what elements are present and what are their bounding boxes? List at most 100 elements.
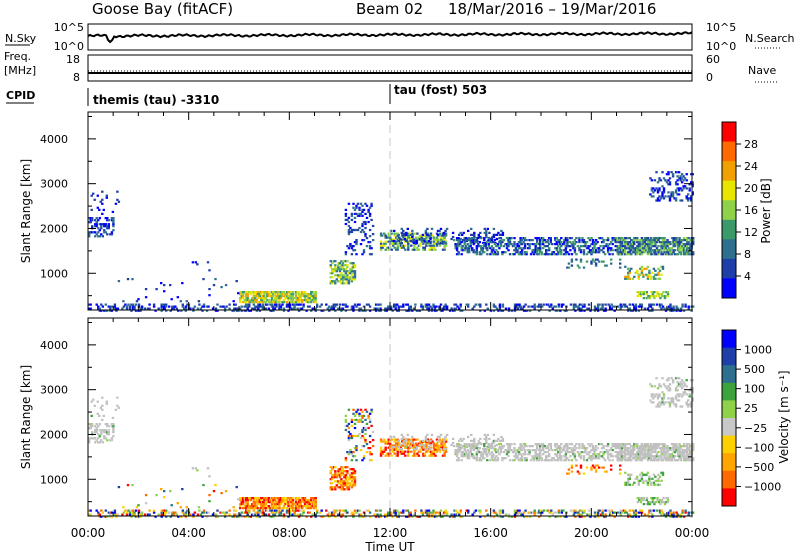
power-cell [293, 305, 296, 308]
power-cell [252, 297, 255, 300]
power-cell [344, 305, 348, 308]
velocity-cell [390, 513, 393, 516]
power-cell [285, 305, 289, 308]
power-cell [505, 245, 509, 248]
velocity-cell [557, 509, 560, 512]
power-cell [240, 293, 243, 296]
velocity-cell [428, 454, 431, 457]
velocity-cell [95, 439, 98, 442]
velocity-cell [291, 507, 295, 510]
power-cell [440, 238, 443, 241]
power-cell [331, 305, 334, 308]
velocity-cell [500, 515, 503, 518]
power-cell [490, 237, 494, 240]
power-cell [337, 268, 340, 271]
velocity-cell [537, 455, 540, 458]
power-cell [494, 305, 497, 308]
velocity-cell [679, 457, 683, 460]
velocity-cell [548, 511, 551, 514]
power-cell [587, 247, 590, 250]
colorbar-tick-label: 4 [744, 270, 751, 283]
velocity-cell [497, 515, 500, 518]
power-cell [672, 305, 675, 308]
power-cell [462, 231, 465, 234]
velocity-cell [634, 455, 637, 458]
velocity-cell [539, 453, 542, 456]
velocity-cell [387, 454, 390, 457]
velocity-cell [432, 444, 436, 447]
power-cell [410, 232, 413, 235]
velocity-cell [399, 452, 402, 455]
velocity-cell [347, 439, 351, 442]
date-range: 18/Mar/2016 – 19/Mar/2016 [448, 0, 656, 18]
velocity-cell [346, 488, 349, 491]
velocity-cell [631, 457, 634, 460]
velocity-cell [518, 511, 521, 514]
velocity-cell [411, 435, 414, 438]
velocity-cell [520, 445, 524, 448]
velocity-cell [110, 425, 114, 428]
velocity-cell [376, 513, 379, 516]
velocity-cell [534, 457, 537, 460]
power-cell [310, 295, 313, 298]
power-cell [630, 309, 633, 312]
power-cell [352, 309, 355, 312]
velocity-cell [344, 474, 348, 477]
power-cell [233, 309, 236, 312]
power-cell [634, 253, 637, 256]
power-cell [252, 293, 255, 296]
power-cell [297, 295, 301, 298]
power-cell [493, 239, 497, 242]
power-cell [545, 241, 548, 244]
velocity-cell [498, 513, 502, 516]
velocity-cell [521, 513, 524, 516]
power-cell [465, 303, 468, 306]
power-cell [575, 258, 578, 261]
power-cell [550, 305, 553, 308]
power-cell [352, 270, 355, 273]
power-cell [468, 245, 471, 248]
velocity-cell [643, 449, 647, 452]
power-cell [311, 295, 314, 298]
velocity-cell [246, 511, 249, 514]
power-cell [340, 278, 343, 281]
velocity-cell [98, 441, 101, 444]
power-cell [343, 268, 346, 271]
power-cell [651, 307, 654, 310]
velocity-cell [585, 447, 589, 450]
power-cell [675, 243, 678, 246]
power-cell [282, 309, 286, 312]
velocity-cell [338, 474, 342, 477]
power-cell [690, 197, 693, 200]
power-cell [517, 247, 521, 250]
power-cell [606, 247, 610, 250]
velocity-cell [329, 472, 332, 475]
power-cell [460, 245, 463, 248]
power-cell [636, 249, 639, 252]
power-cell [669, 305, 672, 308]
velocity-cell [534, 451, 537, 454]
power-cell [593, 245, 596, 248]
power-cell [630, 249, 633, 252]
velocity-cell [334, 511, 337, 514]
velocity-cell [420, 443, 423, 447]
power-cell [603, 245, 607, 248]
power-cell [536, 247, 539, 250]
power-cell [384, 307, 387, 310]
power-cell [450, 237, 453, 241]
power-cell [246, 293, 249, 296]
velocity-cell [686, 451, 689, 454]
power-cell [522, 247, 525, 250]
power-cell [667, 195, 670, 198]
power-cell [308, 297, 311, 300]
velocity-cell [684, 457, 687, 460]
velocity-cell [350, 434, 354, 438]
velocity-cell [165, 515, 168, 518]
velocity-cell [290, 507, 293, 510]
velocity-cell [652, 445, 656, 448]
velocity-cell [346, 484, 349, 487]
power-cell [290, 297, 293, 300]
velocity-cell [257, 503, 260, 506]
velocity-cell [291, 505, 295, 508]
power-cell [396, 246, 399, 249]
